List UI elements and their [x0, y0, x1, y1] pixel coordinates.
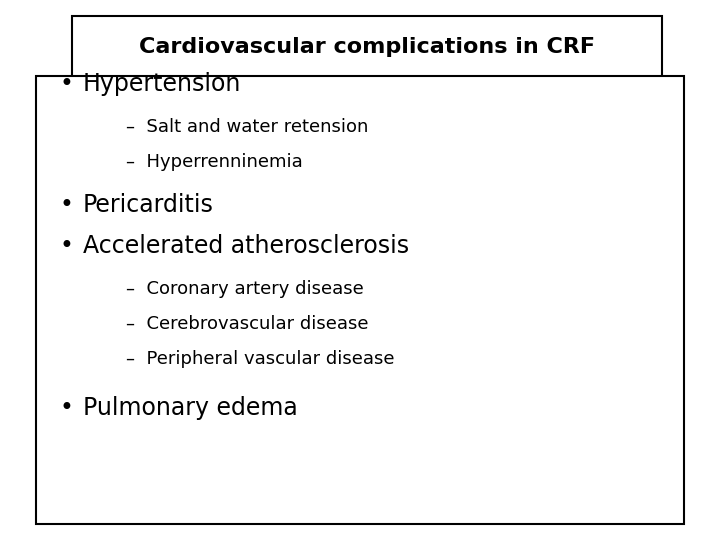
- Text: –  Salt and water retension: – Salt and water retension: [126, 118, 369, 136]
- Text: •: •: [60, 193, 73, 217]
- FancyBboxPatch shape: [72, 16, 662, 78]
- Text: –  Hyperrenninemia: – Hyperrenninemia: [126, 153, 302, 171]
- Text: Accelerated atherosclerosis: Accelerated atherosclerosis: [83, 234, 409, 258]
- Text: –  Cerebrovascular disease: – Cerebrovascular disease: [126, 315, 369, 333]
- Text: Cardiovascular complications in CRF: Cardiovascular complications in CRF: [139, 37, 595, 57]
- Text: –  Coronary artery disease: – Coronary artery disease: [126, 280, 364, 298]
- FancyBboxPatch shape: [36, 76, 684, 524]
- Text: Pericarditis: Pericarditis: [83, 193, 214, 217]
- Text: •: •: [60, 72, 73, 96]
- Text: –  Peripheral vascular disease: – Peripheral vascular disease: [126, 350, 395, 368]
- Text: •: •: [60, 234, 73, 258]
- Text: Hypertension: Hypertension: [83, 72, 241, 96]
- Text: •: •: [60, 396, 73, 420]
- Text: Pulmonary edema: Pulmonary edema: [83, 396, 297, 420]
